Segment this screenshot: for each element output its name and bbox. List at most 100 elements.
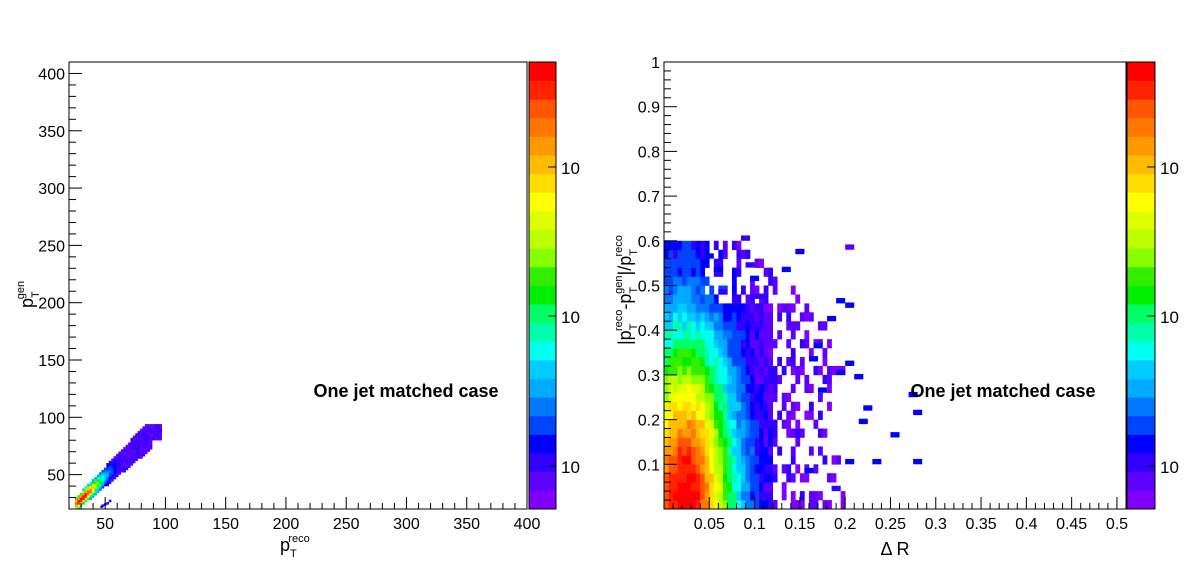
heatmap-cell bbox=[831, 455, 837, 465]
heatmap-cell bbox=[808, 348, 814, 358]
heatmap-cell bbox=[731, 392, 737, 403]
heatmap-cell bbox=[135, 433, 138, 436]
heatmap-cell bbox=[673, 339, 678, 349]
heatmap-cell bbox=[686, 392, 692, 403]
heatmap-cell bbox=[759, 428, 764, 438]
heatmap-cell bbox=[781, 303, 787, 313]
heatmap-cell bbox=[790, 383, 796, 394]
heatmap-cell bbox=[808, 410, 814, 420]
heatmap-cell bbox=[804, 467, 814, 474]
heatmap-cell bbox=[722, 357, 728, 367]
heatmap-cell bbox=[130, 458, 134, 462]
heatmap-cell bbox=[668, 383, 674, 394]
heatmap-cell bbox=[677, 357, 683, 367]
heatmap-cell bbox=[695, 303, 701, 313]
heatmap-cell bbox=[668, 428, 674, 438]
heatmap-cell bbox=[808, 500, 814, 510]
heatmap-cell bbox=[84, 499, 88, 503]
heatmap-cell bbox=[137, 440, 141, 443]
heatmap-cell bbox=[106, 472, 109, 475]
heatmap-cell bbox=[731, 294, 737, 304]
heatmap-cell bbox=[144, 440, 148, 443]
heatmap-cell bbox=[713, 473, 719, 483]
heatmap-cell bbox=[709, 500, 715, 510]
left-x-axis-label: pTreco bbox=[280, 533, 310, 560]
colorbar-segment bbox=[529, 192, 556, 212]
heatmap-cell bbox=[123, 447, 126, 450]
heatmap-cell bbox=[808, 312, 814, 322]
heatmap-cell bbox=[727, 446, 733, 456]
heatmap-cell bbox=[132, 435, 136, 439]
heatmap-cell bbox=[700, 365, 706, 376]
heatmap-cell bbox=[768, 401, 774, 411]
y-tick-label: 250 bbox=[38, 238, 65, 255]
left-x-axis: 50 100 150 200 250 300 350 400 bbox=[80, 497, 540, 533]
heatmap-cell bbox=[96, 481, 100, 484]
heatmap-cell bbox=[745, 339, 751, 349]
heatmap-cell bbox=[128, 449, 131, 452]
heatmap-cell bbox=[79, 499, 83, 503]
heatmap-cell bbox=[741, 339, 746, 349]
heatmap-cell bbox=[82, 502, 85, 505]
heatmap-cell bbox=[108, 460, 112, 464]
colorbar-tick-label: 10 bbox=[561, 458, 580, 477]
heatmap-cell bbox=[741, 446, 746, 456]
heatmap-cell bbox=[686, 258, 692, 268]
heatmap-cell bbox=[827, 383, 832, 394]
heatmap-cell bbox=[836, 455, 841, 465]
heatmap-cell bbox=[106, 483, 109, 487]
heatmap-cell bbox=[722, 312, 728, 322]
heatmap-cell bbox=[113, 474, 117, 478]
heatmap-cell bbox=[668, 357, 674, 367]
heatmap-cell bbox=[144, 435, 148, 439]
heatmap-cell bbox=[695, 240, 701, 251]
heatmap-cell bbox=[118, 451, 122, 455]
heatmap-cell bbox=[77, 499, 81, 503]
right-colorbar-ticks: 10 10 10 bbox=[1147, 159, 1179, 477]
heatmap-cell bbox=[754, 303, 760, 313]
heatmap-cell bbox=[91, 488, 95, 491]
heatmap-cell bbox=[691, 267, 697, 277]
heatmap-cell bbox=[695, 446, 701, 456]
heatmap-cell bbox=[94, 485, 97, 489]
heatmap-cell bbox=[116, 460, 119, 464]
heatmap-cell bbox=[108, 474, 112, 478]
heatmap-cell bbox=[695, 410, 701, 420]
heatmap-cell bbox=[82, 497, 85, 501]
heatmap-cell bbox=[754, 437, 760, 447]
heatmap-cell bbox=[722, 392, 728, 403]
heatmap-cell bbox=[777, 312, 783, 322]
heatmap-cell bbox=[790, 303, 796, 313]
heatmap-cell bbox=[822, 348, 828, 358]
y-tick-label: 0.2 bbox=[638, 413, 660, 430]
heatmap-cell bbox=[101, 474, 105, 478]
heatmap-cell bbox=[664, 446, 669, 456]
x-tick-label: 50 bbox=[96, 516, 114, 533]
heatmap-cell bbox=[709, 312, 715, 322]
heatmap-cell bbox=[118, 465, 122, 468]
heatmap-cell bbox=[727, 321, 733, 331]
heatmap-cell bbox=[149, 430, 153, 434]
heatmap-cell bbox=[731, 267, 737, 277]
heatmap-cell bbox=[149, 444, 153, 448]
heatmap-cell bbox=[691, 357, 697, 367]
heatmap-cell bbox=[142, 449, 146, 452]
heatmap-cell bbox=[736, 491, 742, 501]
colorbar-segment bbox=[1127, 248, 1155, 268]
colorbar-segment bbox=[1127, 229, 1155, 249]
heatmap-cell bbox=[799, 473, 805, 483]
heatmap-cell bbox=[686, 374, 692, 385]
heatmap-cell bbox=[808, 491, 814, 501]
heatmap-cell bbox=[695, 482, 701, 492]
heatmap-cell bbox=[736, 464, 742, 474]
heatmap-cell bbox=[82, 492, 85, 496]
heatmap-cell bbox=[763, 401, 769, 411]
heatmap-cell bbox=[695, 464, 701, 474]
heatmap-cell bbox=[727, 383, 733, 394]
heatmap-cell bbox=[147, 437, 150, 441]
heatmap-cell bbox=[768, 276, 774, 286]
heatmap-cell bbox=[132, 442, 136, 446]
heatmap-cell bbox=[113, 476, 117, 480]
heatmap-cell bbox=[695, 374, 701, 385]
heatmap-cell bbox=[125, 453, 129, 457]
